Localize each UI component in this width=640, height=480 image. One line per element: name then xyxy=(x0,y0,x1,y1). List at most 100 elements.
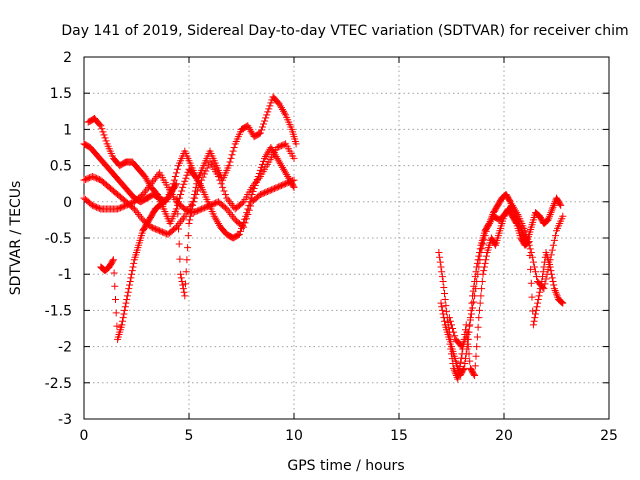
data-point xyxy=(475,263,483,271)
x-tick-label: 25 xyxy=(600,428,618,444)
data-point xyxy=(481,232,489,240)
y-axis-label: SDTVAR / TECUs xyxy=(8,181,24,296)
data-point xyxy=(272,153,280,161)
data-point xyxy=(482,256,490,264)
data-point xyxy=(455,367,463,375)
data-point xyxy=(177,274,185,282)
data-point xyxy=(448,321,455,329)
data-point xyxy=(121,303,129,311)
data-point xyxy=(471,362,479,370)
data-point xyxy=(142,174,150,182)
data-point xyxy=(248,183,256,191)
data-point xyxy=(130,259,138,267)
data-point xyxy=(506,198,514,206)
x-tick-labels: 0 5 10 15 20 25 xyxy=(80,428,618,444)
data-point xyxy=(185,220,193,228)
data-point xyxy=(549,241,557,249)
data-point xyxy=(230,144,238,151)
data-point xyxy=(508,201,516,209)
data-point xyxy=(449,325,457,332)
data-point xyxy=(525,241,533,249)
data-point xyxy=(102,137,110,145)
data-point xyxy=(446,317,454,325)
data-point xyxy=(281,167,289,175)
data-point xyxy=(180,180,188,188)
data-point xyxy=(527,248,535,256)
data-point xyxy=(128,267,136,275)
data-point xyxy=(143,185,151,193)
data-point xyxy=(241,219,249,227)
data-point xyxy=(236,227,244,235)
data-point xyxy=(280,107,287,115)
data-point xyxy=(249,182,257,190)
data-point xyxy=(213,218,221,226)
data-point xyxy=(245,206,253,214)
data-point xyxy=(548,246,556,254)
data-point xyxy=(190,194,198,202)
data-point xyxy=(96,121,104,129)
y-tick-label: 1 xyxy=(63,122,72,138)
data-point xyxy=(182,174,190,182)
data-point xyxy=(119,317,126,325)
data-point xyxy=(240,223,248,231)
data-point xyxy=(179,183,187,191)
data-point xyxy=(261,117,269,125)
data-point xyxy=(228,201,236,209)
y-tick-labels: -3 -2.5 -2 -1.5 -1 -0.5 0 0.5 1 1.5 2 xyxy=(45,50,72,428)
data-point xyxy=(473,277,481,285)
y-tick-label: 0 xyxy=(63,195,72,211)
data-point xyxy=(544,216,552,224)
data-point xyxy=(531,314,539,322)
data-point xyxy=(247,127,255,135)
data-point xyxy=(266,102,274,110)
data-point xyxy=(464,328,472,336)
data-point xyxy=(450,366,458,374)
data-point xyxy=(547,209,555,217)
data-point xyxy=(183,171,191,179)
data-point xyxy=(549,203,557,211)
data-point xyxy=(264,108,272,116)
data-point xyxy=(181,177,189,185)
data-point xyxy=(151,174,159,182)
data-point xyxy=(123,292,131,300)
y-tick-label: -1 xyxy=(58,267,72,283)
data-point xyxy=(126,277,134,285)
data-point xyxy=(113,322,121,330)
data-point xyxy=(512,218,520,226)
data-point xyxy=(284,172,292,180)
data-point xyxy=(247,202,255,210)
data-point xyxy=(220,187,228,195)
data-point xyxy=(120,310,128,318)
data-point xyxy=(135,210,143,218)
data-point xyxy=(234,231,242,239)
data-point xyxy=(277,162,285,170)
data-point xyxy=(191,187,199,195)
data-point xyxy=(177,191,185,199)
data-point xyxy=(437,263,445,271)
data-point xyxy=(558,299,566,307)
data-point xyxy=(551,232,559,240)
data-point xyxy=(172,205,180,213)
data-marks xyxy=(80,93,567,383)
data-point xyxy=(186,216,194,224)
data-point xyxy=(464,343,472,351)
data-point xyxy=(227,210,235,218)
data-point xyxy=(100,131,108,139)
data-point xyxy=(441,296,449,304)
data-point xyxy=(112,309,120,317)
data-point xyxy=(542,275,550,283)
data-point xyxy=(144,183,152,191)
data-point xyxy=(529,258,537,266)
data-point xyxy=(174,210,182,218)
data-point xyxy=(479,240,487,248)
data-point xyxy=(550,201,558,209)
data-point xyxy=(536,288,544,296)
data-point xyxy=(439,310,447,318)
data-point xyxy=(483,223,491,231)
data-point xyxy=(546,212,553,220)
data-point xyxy=(290,154,298,162)
data-point xyxy=(278,163,286,171)
data-point xyxy=(173,165,181,173)
data-point xyxy=(549,277,557,285)
data-point xyxy=(276,160,284,168)
